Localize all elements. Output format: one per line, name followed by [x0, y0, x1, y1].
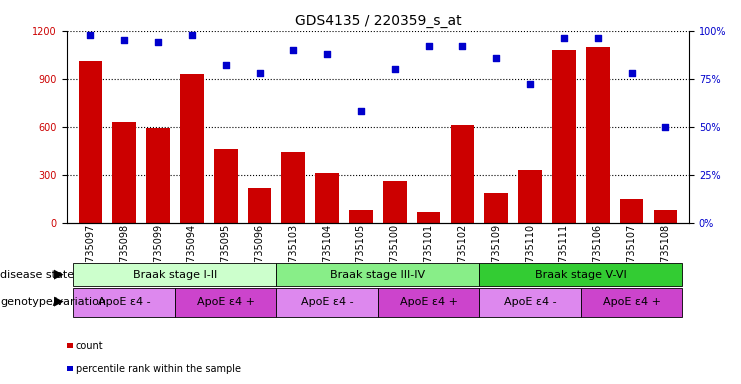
Point — [253, 70, 265, 76]
Text: ApoE ε4 +: ApoE ε4 + — [196, 297, 255, 308]
Bar — [586, 47, 610, 223]
Point — [422, 43, 434, 49]
Text: $\blacktriangleright$: $\blacktriangleright$ — [51, 268, 65, 281]
Point — [322, 51, 333, 57]
Point — [524, 81, 536, 88]
Text: ApoE ε4 -: ApoE ε4 - — [301, 297, 353, 308]
Text: Braak stage I-II: Braak stage I-II — [133, 270, 217, 280]
Bar — [619, 199, 643, 223]
Point — [119, 37, 130, 43]
Point — [355, 108, 367, 114]
Point — [186, 31, 198, 38]
Bar — [383, 181, 407, 223]
Text: ApoE ε4 -: ApoE ε4 - — [504, 297, 556, 308]
Point — [659, 124, 671, 130]
Bar — [654, 210, 677, 223]
Title: GDS4135 / 220359_s_at: GDS4135 / 220359_s_at — [295, 14, 461, 28]
Text: Braak stage III-IV: Braak stage III-IV — [330, 270, 425, 280]
Text: ApoE ε4 +: ApoE ε4 + — [399, 297, 458, 308]
Point — [288, 47, 299, 53]
Point — [389, 66, 401, 72]
Point — [84, 31, 96, 38]
Bar — [518, 170, 542, 223]
Bar — [485, 193, 508, 223]
Bar — [214, 149, 238, 223]
Point — [625, 70, 637, 76]
Text: count: count — [76, 341, 103, 351]
Text: genotype/variation: genotype/variation — [0, 297, 106, 308]
Bar — [282, 152, 305, 223]
Bar — [79, 61, 102, 223]
Point — [220, 62, 232, 68]
Bar — [113, 122, 136, 223]
Bar — [349, 210, 373, 223]
Point — [592, 35, 604, 41]
Bar — [316, 173, 339, 223]
Bar — [146, 128, 170, 223]
Bar — [552, 50, 576, 223]
Point — [558, 35, 570, 41]
Point — [152, 39, 164, 45]
Bar — [180, 74, 204, 223]
Text: ApoE ε4 +: ApoE ε4 + — [602, 297, 661, 308]
Text: Braak stage V-VI: Braak stage V-VI — [535, 270, 627, 280]
Bar — [417, 212, 440, 223]
Text: ApoE ε4 -: ApoE ε4 - — [98, 297, 150, 308]
Text: $\blacktriangleright$: $\blacktriangleright$ — [51, 295, 65, 310]
Point — [456, 43, 468, 49]
Text: disease state: disease state — [0, 270, 74, 280]
Bar — [451, 125, 474, 223]
Bar — [247, 187, 271, 223]
Point — [491, 55, 502, 61]
Text: percentile rank within the sample: percentile rank within the sample — [76, 364, 241, 374]
